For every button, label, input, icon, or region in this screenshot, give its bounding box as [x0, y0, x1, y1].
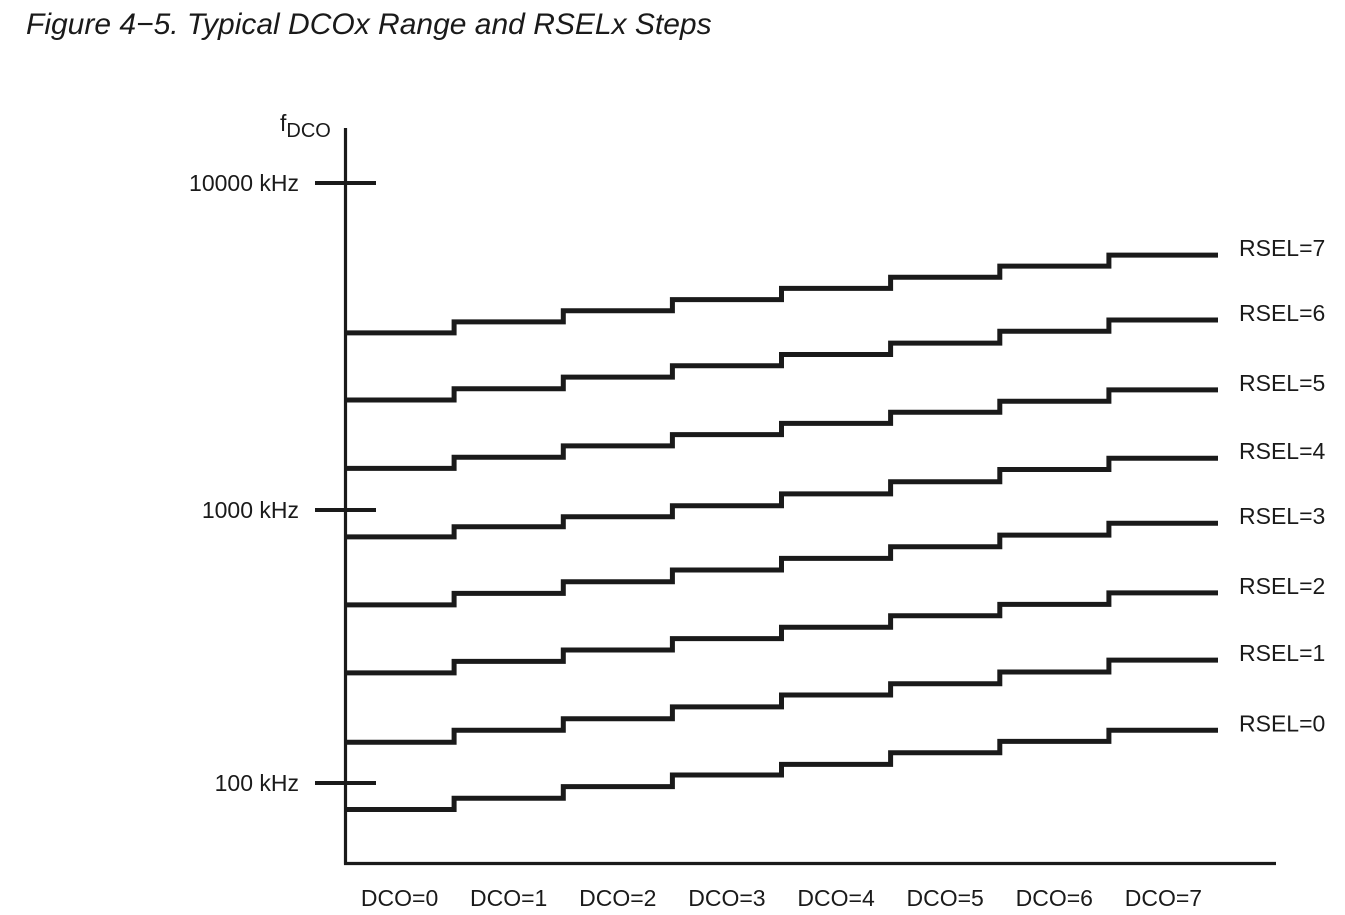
x-category-label-dco-5: DCO=5 — [907, 885, 984, 911]
series-rsel-1 — [345, 657, 1218, 745]
series-rsel-2 — [345, 590, 1218, 676]
series-rsel-6 — [345, 317, 1218, 403]
y-axis-title: fDCO — [280, 110, 331, 142]
series-rsel-3 — [345, 520, 1218, 608]
y-tick-label-1000khz: 1000 kHz — [202, 497, 299, 523]
series-rsel-4 — [345, 455, 1218, 540]
y-axis-title-symbol: f — [280, 110, 287, 136]
x-category-label-dco-2: DCO=2 — [579, 885, 656, 911]
series-rsel-7 — [345, 252, 1218, 336]
series-rsel-0 — [345, 727, 1218, 812]
y-tick-label-100khz: 100 kHz — [215, 770, 299, 796]
y-tick-label-10000khz: 10000 kHz — [189, 170, 299, 196]
series-rsel-5 — [345, 387, 1218, 471]
series-label-rsel-0: RSEL=0 — [1239, 710, 1325, 736]
series-label-rsel-7: RSEL=7 — [1239, 235, 1325, 261]
figure-title: Figure 4−5. Typical DCOx Range and RSELx… — [26, 8, 712, 41]
x-category-label-dco-6: DCO=6 — [1016, 885, 1093, 911]
series-label-rsel-1: RSEL=1 — [1239, 640, 1325, 666]
y-axis-title-subscript: DCO — [286, 120, 331, 142]
series-label-rsel-4: RSEL=4 — [1239, 438, 1326, 464]
x-category-label-dco-7: DCO=7 — [1125, 885, 1202, 911]
x-category-label-dco-0: DCO=0 — [361, 885, 438, 911]
x-category-label-dco-4: DCO=4 — [797, 885, 875, 911]
series-label-rsel-3: RSEL=3 — [1239, 503, 1325, 529]
series-label-rsel-2: RSEL=2 — [1239, 573, 1325, 599]
x-category-label-dco-1: DCO=1 — [470, 885, 547, 911]
x-category-label-dco-3: DCO=3 — [688, 885, 765, 911]
series-label-rsel-5: RSEL=5 — [1239, 370, 1325, 396]
series-label-rsel-6: RSEL=6 — [1239, 300, 1325, 326]
